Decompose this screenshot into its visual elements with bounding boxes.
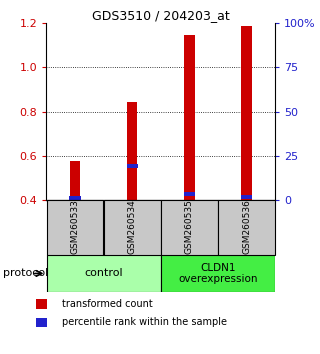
Bar — [161, 255, 275, 292]
Text: CLDN1
overexpression: CLDN1 overexpression — [178, 263, 258, 284]
Bar — [242, 26, 252, 200]
Bar — [46, 200, 103, 255]
Text: transformed count: transformed count — [61, 299, 152, 309]
Bar — [70, 161, 80, 200]
Bar — [46, 255, 161, 292]
Bar — [36, 299, 47, 309]
Bar — [184, 35, 195, 200]
Bar — [69, 196, 81, 200]
Text: GSM260534: GSM260534 — [128, 199, 137, 254]
Bar — [161, 200, 218, 255]
Text: percentile rank within the sample: percentile rank within the sample — [61, 318, 227, 327]
Bar — [241, 195, 252, 199]
Text: control: control — [84, 268, 123, 279]
Text: GSM260536: GSM260536 — [242, 199, 251, 254]
Bar — [127, 102, 137, 200]
Text: GSM260533: GSM260533 — [70, 199, 79, 254]
Title: GDS3510 / 204203_at: GDS3510 / 204203_at — [92, 9, 230, 22]
Text: GSM260535: GSM260535 — [185, 199, 194, 254]
Bar — [218, 200, 275, 255]
Bar — [104, 200, 161, 255]
Bar — [184, 193, 195, 196]
Text: protocol: protocol — [3, 268, 48, 279]
Bar — [126, 164, 138, 168]
Bar — [36, 318, 47, 327]
